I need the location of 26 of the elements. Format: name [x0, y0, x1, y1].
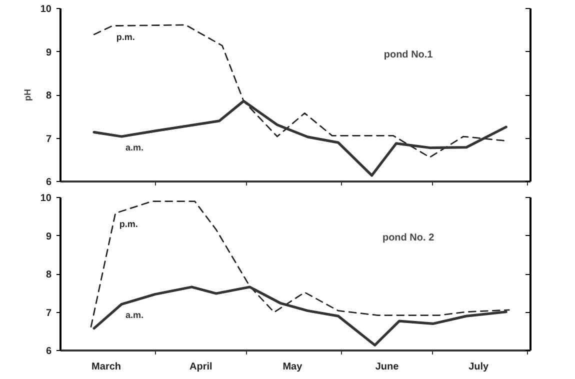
- y-tick-label: 8: [46, 270, 52, 280]
- y-tick-label: 6: [46, 177, 52, 188]
- y-tick-label: 10: [40, 193, 52, 204]
- x-tick-label: May: [282, 362, 303, 372]
- annotation: pond No. 2: [382, 232, 435, 244]
- y-tick-label: 10: [40, 4, 52, 15]
- line-series: [93, 24, 507, 158]
- line-series: [92, 286, 508, 346]
- x-tick-label: April: [190, 362, 212, 372]
- series-label: a.m.: [126, 310, 144, 320]
- y-tick-label: 7: [46, 308, 52, 319]
- x-tick-label: March: [92, 362, 122, 372]
- series-label: a.m.: [126, 142, 144, 153]
- y-tick-label: 6: [46, 346, 52, 357]
- annotation: pond No.1: [384, 49, 434, 60]
- y-tick-label: 8: [46, 90, 52, 102]
- series-label: p.m.: [116, 32, 135, 42]
- y-tick-label: 9: [46, 47, 52, 58]
- y-axis-title: pH: [22, 89, 32, 101]
- line-series: [92, 100, 508, 177]
- x-tick-label: June: [375, 362, 400, 372]
- series-label: p.m.: [119, 219, 138, 230]
- y-tick-label: 7: [46, 134, 52, 145]
- y-tick-label: 9: [46, 231, 52, 242]
- x-tick-label: July: [468, 362, 490, 372]
- line-series: [90, 200, 510, 328]
